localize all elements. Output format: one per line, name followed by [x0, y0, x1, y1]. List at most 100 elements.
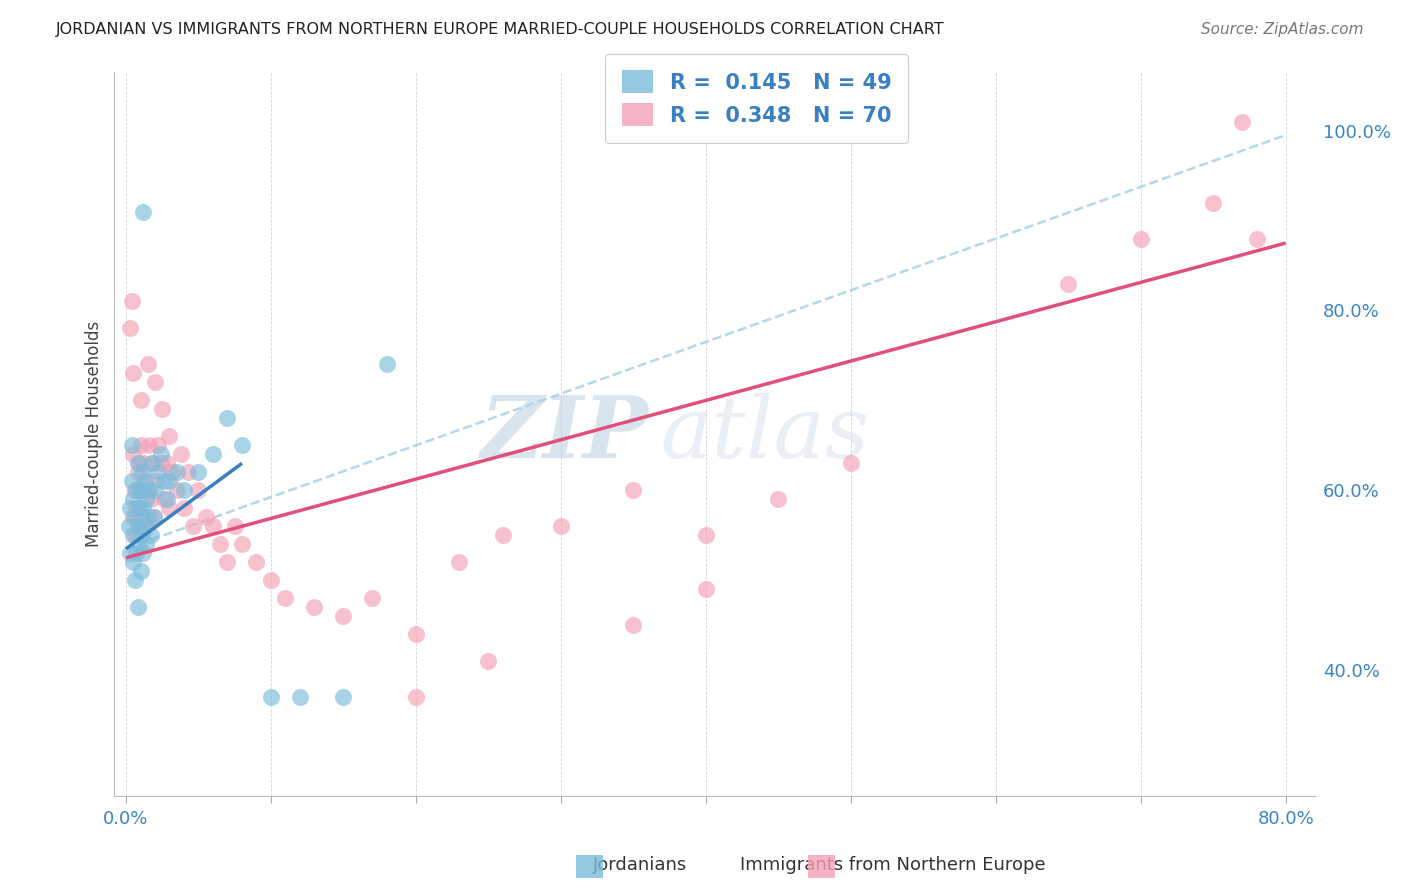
Point: [128, 501, 150, 516]
Point: [194, 510, 217, 524]
Point: [231, 438, 253, 452]
Point: [124, 573, 146, 587]
Point: [288, 690, 311, 705]
Point: [621, 618, 644, 632]
Point: [136, 510, 159, 524]
Point: [332, 609, 354, 624]
Point: [121, 438, 143, 452]
Point: [1230, 114, 1253, 128]
Point: [155, 456, 177, 470]
Point: [131, 466, 153, 480]
Point: [166, 483, 188, 498]
Point: [132, 501, 155, 516]
Point: [162, 466, 184, 480]
Point: [143, 483, 166, 498]
Point: [152, 492, 174, 507]
Point: [768, 492, 790, 507]
Point: [131, 528, 153, 542]
Point: [138, 438, 160, 452]
Point: [132, 204, 155, 219]
Point: [217, 555, 239, 569]
Point: [146, 466, 169, 480]
Point: [127, 600, 149, 615]
Text: Immigrants from Northern Europe: Immigrants from Northern Europe: [740, 856, 1046, 874]
Text: Source: ZipAtlas.com: Source: ZipAtlas.com: [1201, 22, 1364, 37]
Point: [138, 483, 160, 498]
Point: [142, 510, 165, 524]
Point: [122, 555, 145, 569]
Point: [170, 447, 193, 461]
Point: [141, 456, 163, 470]
Point: [124, 483, 146, 498]
Point: [621, 483, 644, 498]
Point: [304, 600, 326, 615]
Point: [134, 475, 156, 489]
Point: [141, 456, 163, 470]
Point: [128, 456, 150, 470]
Point: [127, 466, 149, 480]
Point: [135, 519, 157, 533]
Point: [149, 447, 172, 461]
Point: [1057, 277, 1080, 291]
Point: [136, 483, 159, 498]
Point: [124, 528, 146, 542]
Point: [492, 528, 515, 542]
Point: [159, 429, 181, 443]
Point: [120, 546, 142, 560]
Point: [477, 654, 499, 668]
Point: [274, 591, 297, 606]
Text: atlas: atlas: [661, 392, 870, 475]
Point: [149, 456, 172, 470]
Point: [260, 690, 283, 705]
Point: [128, 537, 150, 551]
Y-axis label: Married-couple Households: Married-couple Households: [86, 321, 103, 548]
Point: [260, 573, 283, 587]
Point: [181, 519, 204, 533]
Point: [405, 627, 427, 641]
Point: [139, 492, 162, 507]
Point: [152, 475, 174, 489]
Point: [159, 475, 181, 489]
Point: [124, 510, 146, 524]
Point: [839, 456, 862, 470]
Point: [187, 466, 209, 480]
Point: [159, 501, 181, 516]
Point: [143, 475, 166, 489]
Point: [129, 438, 152, 452]
Point: [173, 483, 195, 498]
Point: [122, 528, 145, 542]
Point: [127, 519, 149, 533]
Point: [118, 519, 141, 533]
Point: [150, 402, 173, 417]
Point: [131, 510, 153, 524]
Point: [375, 358, 398, 372]
Point: [651, 114, 673, 128]
Point: [201, 519, 224, 533]
Point: [125, 483, 148, 498]
Point: [122, 367, 145, 381]
Point: [550, 519, 572, 533]
Point: [217, 411, 239, 425]
Point: [121, 475, 143, 489]
Point: [361, 591, 384, 606]
Point: [177, 466, 200, 480]
Point: [127, 456, 149, 470]
Text: ZIP: ZIP: [481, 392, 648, 475]
Point: [120, 501, 142, 516]
Point: [166, 466, 188, 480]
Point: [142, 510, 165, 524]
Point: [129, 483, 152, 498]
Point: [129, 393, 152, 408]
Point: [128, 519, 150, 533]
Point: [125, 546, 148, 560]
Point: [122, 447, 145, 461]
Point: [120, 321, 142, 335]
Point: [173, 501, 195, 516]
Point: [125, 501, 148, 516]
Point: [146, 438, 169, 452]
Point: [201, 447, 224, 461]
Point: [695, 528, 717, 542]
Point: [1202, 195, 1225, 210]
Point: [121, 294, 143, 309]
Point: [132, 456, 155, 470]
